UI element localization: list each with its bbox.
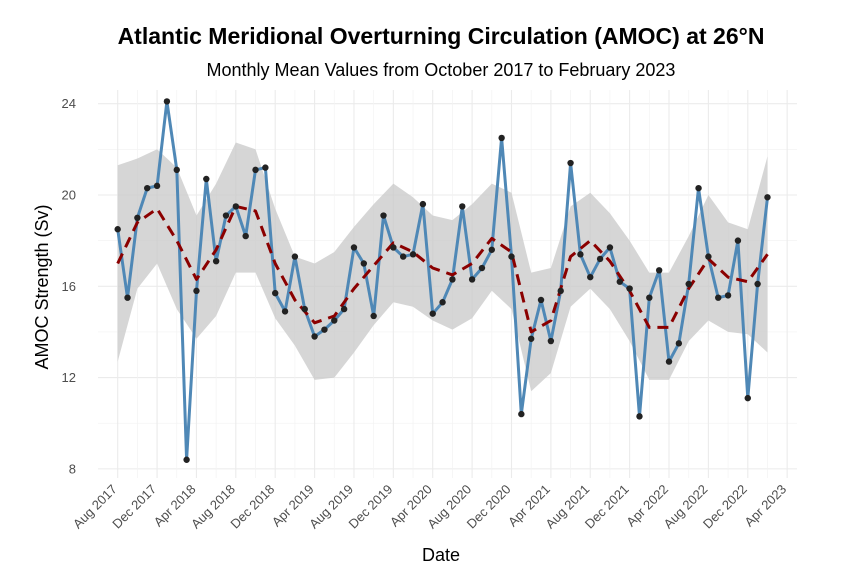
trend-line xyxy=(116,204,769,334)
data-point xyxy=(311,333,318,340)
data-point xyxy=(646,294,653,301)
data-point xyxy=(399,253,407,260)
confidence-band-area xyxy=(117,142,768,392)
data-point xyxy=(390,244,397,251)
chart-title: Atlantic Meridional Overturning Circulat… xyxy=(118,23,765,49)
data-point xyxy=(557,287,564,295)
data-point xyxy=(587,273,594,281)
data-point xyxy=(350,244,358,251)
x-axis-title: Date xyxy=(422,545,460,565)
data-point xyxy=(114,226,121,233)
data-point xyxy=(754,280,761,288)
data-point xyxy=(134,214,141,222)
x-tick-label: Dec 2021 xyxy=(582,482,632,532)
y-tick-label: 20 xyxy=(62,187,76,202)
data-point xyxy=(527,335,535,342)
data-point xyxy=(380,212,387,219)
data-point xyxy=(567,159,574,167)
data-point xyxy=(518,410,525,418)
data-point xyxy=(222,212,230,219)
data-point xyxy=(547,337,555,345)
y-axis-ticks: 8 12 16 20 24 xyxy=(62,96,76,476)
data-point xyxy=(606,244,614,251)
data-point xyxy=(144,184,151,192)
data-point xyxy=(183,456,190,463)
confidence-band xyxy=(117,142,768,392)
data-point xyxy=(212,257,220,265)
data-point xyxy=(577,251,584,258)
x-tick-label: Dec 2017 xyxy=(109,482,159,532)
y-tick-label: 24 xyxy=(62,96,76,111)
data-point xyxy=(498,134,505,142)
data-point xyxy=(419,200,427,208)
data-point xyxy=(272,289,279,297)
chart-subtitle: Monthly Mean Values from October 2017 to… xyxy=(207,60,676,80)
data-point xyxy=(537,296,545,304)
data-point xyxy=(281,308,289,315)
data-point xyxy=(724,292,732,299)
x-tick-label: Dec 2020 xyxy=(464,482,514,532)
y-axis-title: AMOC Strength (Sv) xyxy=(32,204,52,369)
data-point xyxy=(685,280,692,288)
data-point xyxy=(508,253,515,260)
data-point xyxy=(429,310,436,317)
data-point xyxy=(478,264,486,272)
x-tick-label: Dec 2018 xyxy=(227,482,277,532)
data-point xyxy=(705,253,712,260)
data-point xyxy=(370,312,377,320)
data-point xyxy=(340,305,348,313)
data-point xyxy=(331,317,338,324)
x-tick-label: Dec 2019 xyxy=(346,482,396,532)
y-tick-label: 12 xyxy=(62,370,76,385)
x-tick-label: Dec 2022 xyxy=(700,482,750,532)
data-point xyxy=(665,358,673,365)
data-point xyxy=(488,246,496,253)
data-point xyxy=(262,164,269,171)
data-point xyxy=(596,255,604,263)
data-point xyxy=(173,166,180,174)
data-point xyxy=(439,299,446,306)
data-point xyxy=(636,413,643,420)
data-point xyxy=(468,276,476,283)
data-point xyxy=(715,294,722,301)
data-point xyxy=(734,237,742,244)
data-point xyxy=(301,305,308,313)
data-point xyxy=(203,175,210,183)
data-point xyxy=(744,394,751,402)
data-point xyxy=(675,340,683,347)
data-point xyxy=(153,182,161,190)
data-point xyxy=(163,98,171,105)
data-point xyxy=(695,184,702,192)
data-point xyxy=(242,232,249,240)
x-tick-label: Apr 2023 xyxy=(741,482,789,530)
data-points xyxy=(114,98,771,463)
smoothed-trend xyxy=(116,204,769,334)
data-point xyxy=(626,285,633,292)
data-point xyxy=(193,287,200,295)
data-point xyxy=(291,253,299,260)
data-point xyxy=(409,251,417,258)
y-tick-label: 16 xyxy=(62,279,76,294)
data-point xyxy=(764,194,771,201)
data-point xyxy=(449,276,456,283)
data-point xyxy=(360,260,368,267)
data-point xyxy=(232,203,240,210)
y-tick-label: 8 xyxy=(69,461,76,476)
data-point xyxy=(655,267,663,274)
data-point xyxy=(124,294,131,301)
data-point xyxy=(321,326,328,333)
data-point xyxy=(252,166,259,174)
data-point xyxy=(616,278,623,285)
data-point xyxy=(459,203,466,210)
